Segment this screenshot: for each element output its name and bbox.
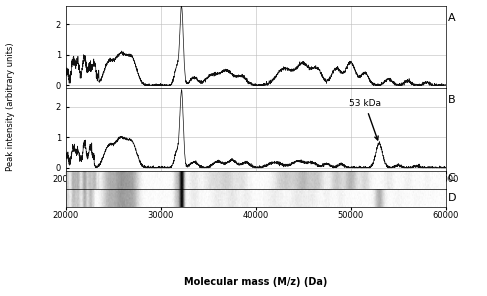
Text: C: C: [448, 173, 455, 183]
Text: Molecular mass (M/z) (Da): Molecular mass (M/z) (Da): [184, 277, 327, 287]
Text: D: D: [448, 193, 456, 203]
Text: A: A: [448, 12, 455, 22]
Text: Peak intensity (arbitrary units): Peak intensity (arbitrary units): [6, 42, 15, 171]
Text: 53 kDa: 53 kDa: [349, 99, 381, 140]
Text: B: B: [448, 95, 455, 105]
